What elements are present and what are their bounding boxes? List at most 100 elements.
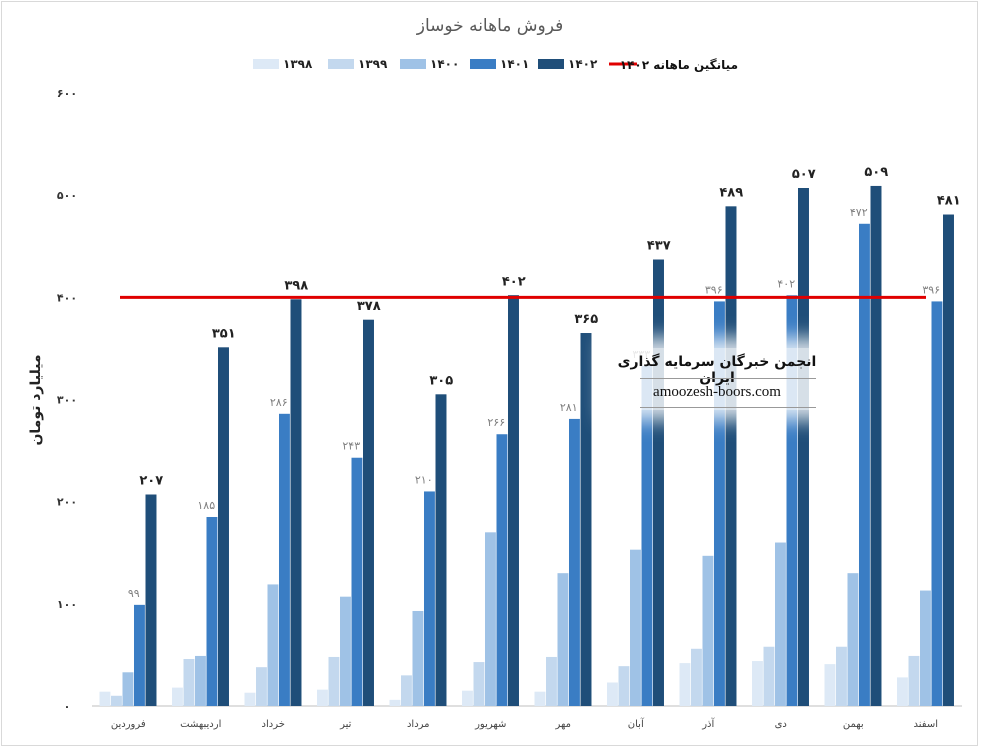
bar-3-1 [206,516,218,706]
x-tick-label: دی [775,719,787,730]
bar-0-4 [389,699,401,706]
bar-1402-overlay-11 [943,214,954,706]
y-tick-label: ۱۰۰ [57,598,77,611]
x-tick-label: تیر [339,719,352,730]
data-label-1401: ۴۷۲ [850,206,868,219]
bar-1402-overlay-2 [290,299,302,706]
bar-1-8 [691,648,702,706]
bar-1-9 [763,646,775,706]
legend-swatch-2 [400,59,426,69]
bar-1402-overlay-4 [435,394,447,706]
bar-0-10 [824,664,836,706]
x-tick-label: خرداد [262,719,285,730]
watermark-divider [640,378,816,379]
bar-2-1 [195,655,206,706]
bar-2-4 [412,610,424,706]
bar-3-11 [931,301,943,706]
data-label-1401: ۲۸۱ [560,401,578,414]
bar-0-11 [897,677,908,706]
data-label-1401: ۲۸۶ [270,396,288,409]
bar-1402-overlay-6 [580,333,592,706]
data-label-1402: ۳۹۸ [284,278,308,293]
data-label-1401: ۲۴۳ [342,440,360,453]
bar-2-11 [920,590,931,706]
data-label-1401: ۳۹۶ [922,283,940,296]
data-label-1402: ۴۰۲ [502,274,526,289]
data-label-1402: ۵۰۷ [792,167,816,182]
bar-3-9 [786,295,798,706]
y-tick-label: ۳۰۰ [57,394,77,407]
chart-title: فروش ماهانه خوساز [416,16,563,36]
x-tick-label: مرداد [407,719,430,730]
data-label-1402: ۳۶۵ [574,312,598,327]
x-tick-label: شهریور [474,719,506,730]
bar-2-3 [340,596,351,706]
bar-3-4 [424,491,435,706]
bar-0-1 [172,687,183,706]
legend-label-0: ۱۳۹۸ [283,57,313,71]
bar-1-5 [473,662,485,706]
legend-swatch-1 [328,59,354,69]
data-label-1402: ۳۷۸ [357,299,381,314]
y-tick-label: ۰ [64,700,71,713]
bar-1-2 [256,667,267,706]
y-tick-label: ۲۰۰ [57,496,77,509]
legend-label-4: ۱۴۰۲ [568,57,598,71]
y-tick-label: ۴۰۰ [57,291,77,304]
data-label-1402: ۴۸۹ [719,185,743,200]
bar-2-8 [702,555,714,706]
bar-2-10 [847,573,859,706]
y-axis-label: میلیارد تومان [28,354,44,445]
bar-1402-overlay-1 [218,347,229,706]
bar-0-2 [244,692,256,706]
bar-1-3 [328,656,340,706]
x-tick-label: آذر [701,717,715,730]
bar-3-3 [351,457,363,706]
bar-1-6 [546,656,557,706]
x-tick-label: بهمن [843,719,864,730]
watermark-url: amoozesh-boors.com [653,384,781,400]
data-label-1401: ۳۹۶ [705,283,723,296]
x-tick-label: اسفند [914,719,938,730]
bar-3-5 [496,434,508,706]
bar-1-7 [618,666,630,706]
data-label-1402: ۳۵۱ [212,326,236,341]
data-label-1402: ۵۰۹ [864,165,888,180]
legend-label-2: ۱۴۰۰ [430,57,459,71]
data-label-1401: ۲۱۰ [415,473,433,486]
legend-swatch-4 [538,59,564,69]
bar-1-4 [401,675,412,706]
bar-3-2 [279,413,290,706]
bar-3-8 [714,301,725,706]
bar-2-0 [122,672,134,706]
data-label-1401: ۹۹ [128,587,140,600]
data-label-1402: ۴۳۷ [647,239,671,254]
bar-3-10 [859,223,870,707]
bar-0-9 [752,661,763,706]
y-tick-label: ۶۰۰ [57,87,77,100]
legend-label-1: ۱۳۹۹ [358,57,388,71]
data-label-1402: ۴۸۱ [937,194,961,209]
bar-1402-overlay-5 [508,295,519,706]
legend-average-label: میانگین ماهانه ۱۴۰۲ [620,58,738,72]
bar-2-5 [485,532,496,706]
legend-swatch-0 [253,59,279,69]
bar-3-0 [134,604,145,706]
bar-1402-overlay-8 [725,206,737,706]
x-tick-label: آبان [628,717,645,730]
bar-0-5 [462,690,473,706]
bar-3-7 [641,365,653,706]
bar-1-10 [836,646,847,706]
bar-0-8 [679,663,691,706]
watermark: انجمن خبرگان سرمایه گذاری ایران amoozesh… [612,348,822,410]
bar-0-3 [317,689,328,706]
bar-1402-overlay-9 [798,188,809,706]
watermark-title: انجمن خبرگان سرمایه گذاری ایران [617,354,817,386]
bar-2-6 [557,573,569,706]
bar-1402-overlay-10 [870,185,882,706]
x-tick-label: مهر [555,719,571,730]
x-tick-label: اردیبهشت [180,719,221,730]
data-label-1401: ۱۸۵ [197,499,215,512]
